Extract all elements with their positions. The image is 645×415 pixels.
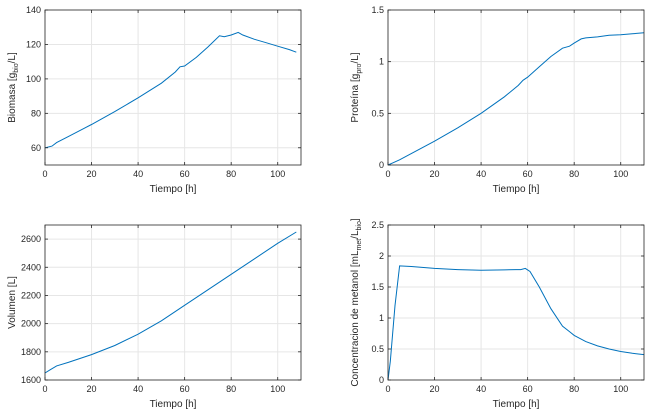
x-tick-label: 60 xyxy=(180,384,190,394)
y-tick-label: 1 xyxy=(379,313,384,323)
y-tick-label: 1.5 xyxy=(371,5,384,15)
y-tick-label: 1.5 xyxy=(371,282,384,292)
y-tick-label: 0 xyxy=(379,160,384,170)
x-tick-label: 80 xyxy=(226,169,236,179)
y-tick-label: 2.5 xyxy=(371,220,384,230)
series-line-1 xyxy=(44,231,297,374)
x-tick-label: 100 xyxy=(270,384,285,394)
y-tick-label: 0 xyxy=(379,375,384,385)
x-axis-label: Tiempo [h] xyxy=(493,399,540,410)
y-tick-label: 60 xyxy=(31,143,41,153)
y-tick-label: 140 xyxy=(26,5,41,15)
y-tick-label: 2200 xyxy=(21,290,41,300)
axes-box xyxy=(387,9,645,166)
x-tick-label: 100 xyxy=(270,169,285,179)
subplot-3: 0 20 40 60 80 100 1600 1800 2000 2200 2400 2600 Tiem… xyxy=(7,224,302,410)
y-axis-label: Concentracion de metanol [mLmet/Lbio] xyxy=(350,218,363,387)
x-tick-label: 60 xyxy=(180,169,190,179)
x-tick-label: 0 xyxy=(42,384,47,394)
series-line-1 xyxy=(387,265,645,381)
subplot-2: 0 20 40 60 80 100 0 0.5 1 1.5 Tiempo [h] Proteína [… xyxy=(350,5,645,195)
x-tick-label: 20 xyxy=(430,384,440,394)
y-tick-label: 0.5 xyxy=(371,108,384,118)
y-tick-label: 1800 xyxy=(21,347,41,357)
y-tick-label: 0.5 xyxy=(371,344,384,354)
axes-box xyxy=(387,224,645,381)
x-tick-label: 20 xyxy=(430,169,440,179)
x-axis-label: Tiempo [h] xyxy=(150,399,197,410)
y-tick-label: 2400 xyxy=(21,262,41,272)
x-tick-label: 40 xyxy=(133,169,143,179)
y-tick-label: 1 xyxy=(379,57,384,67)
axes-box xyxy=(44,9,302,166)
x-tick-label: 60 xyxy=(523,384,533,394)
y-tick-label: 2000 xyxy=(21,319,41,329)
x-tick-label: 20 xyxy=(87,169,97,179)
plot-area xyxy=(45,225,301,380)
x-tick-label: 80 xyxy=(569,169,579,179)
x-tick-label: 20 xyxy=(87,384,97,394)
x-tick-label: 80 xyxy=(226,384,236,394)
subplot-1: 0 20 40 60 80 100 60 80 100 120 140 Tiempo [h] Bioma… xyxy=(7,5,302,195)
plot-area xyxy=(388,225,644,380)
y-tick-label: 2 xyxy=(379,251,384,261)
x-axis-label: Tiempo [h] xyxy=(493,184,540,195)
y-axis-label: Proteína [gpro/L] xyxy=(350,52,363,122)
x-tick-label: 80 xyxy=(569,384,579,394)
y-tick-label: 2600 xyxy=(21,234,41,244)
x-tick-label: 40 xyxy=(133,384,143,394)
x-tick-label: 100 xyxy=(613,169,628,179)
x-tick-label: 0 xyxy=(42,169,47,179)
x-tick-label: 0 xyxy=(385,384,390,394)
subplot-4: 0 20 40 60 80 100 0 0.5 1 1.5 2 2.5 Tiempo [h] Concen… xyxy=(350,218,645,410)
plot-area xyxy=(45,10,301,165)
y-axis-label: Volumen [L] xyxy=(7,276,18,329)
x-tick-label: 40 xyxy=(476,384,486,394)
y-tick-label: 80 xyxy=(31,108,41,118)
axes-box xyxy=(44,224,302,381)
x-tick-label: 100 xyxy=(613,384,628,394)
x-tick-label: 0 xyxy=(385,169,390,179)
x-axis-label: Tiempo [h] xyxy=(150,184,197,195)
y-axis-label: Biomasa [gbio/L] xyxy=(7,52,20,123)
y-tick-label: 120 xyxy=(26,39,41,49)
x-tick-label: 40 xyxy=(476,169,486,179)
series-line-1 xyxy=(387,32,645,166)
y-tick-label: 1600 xyxy=(21,375,41,385)
series-line-1 xyxy=(44,31,297,149)
x-tick-label: 60 xyxy=(523,169,533,179)
y-tick-label: 100 xyxy=(26,74,41,84)
